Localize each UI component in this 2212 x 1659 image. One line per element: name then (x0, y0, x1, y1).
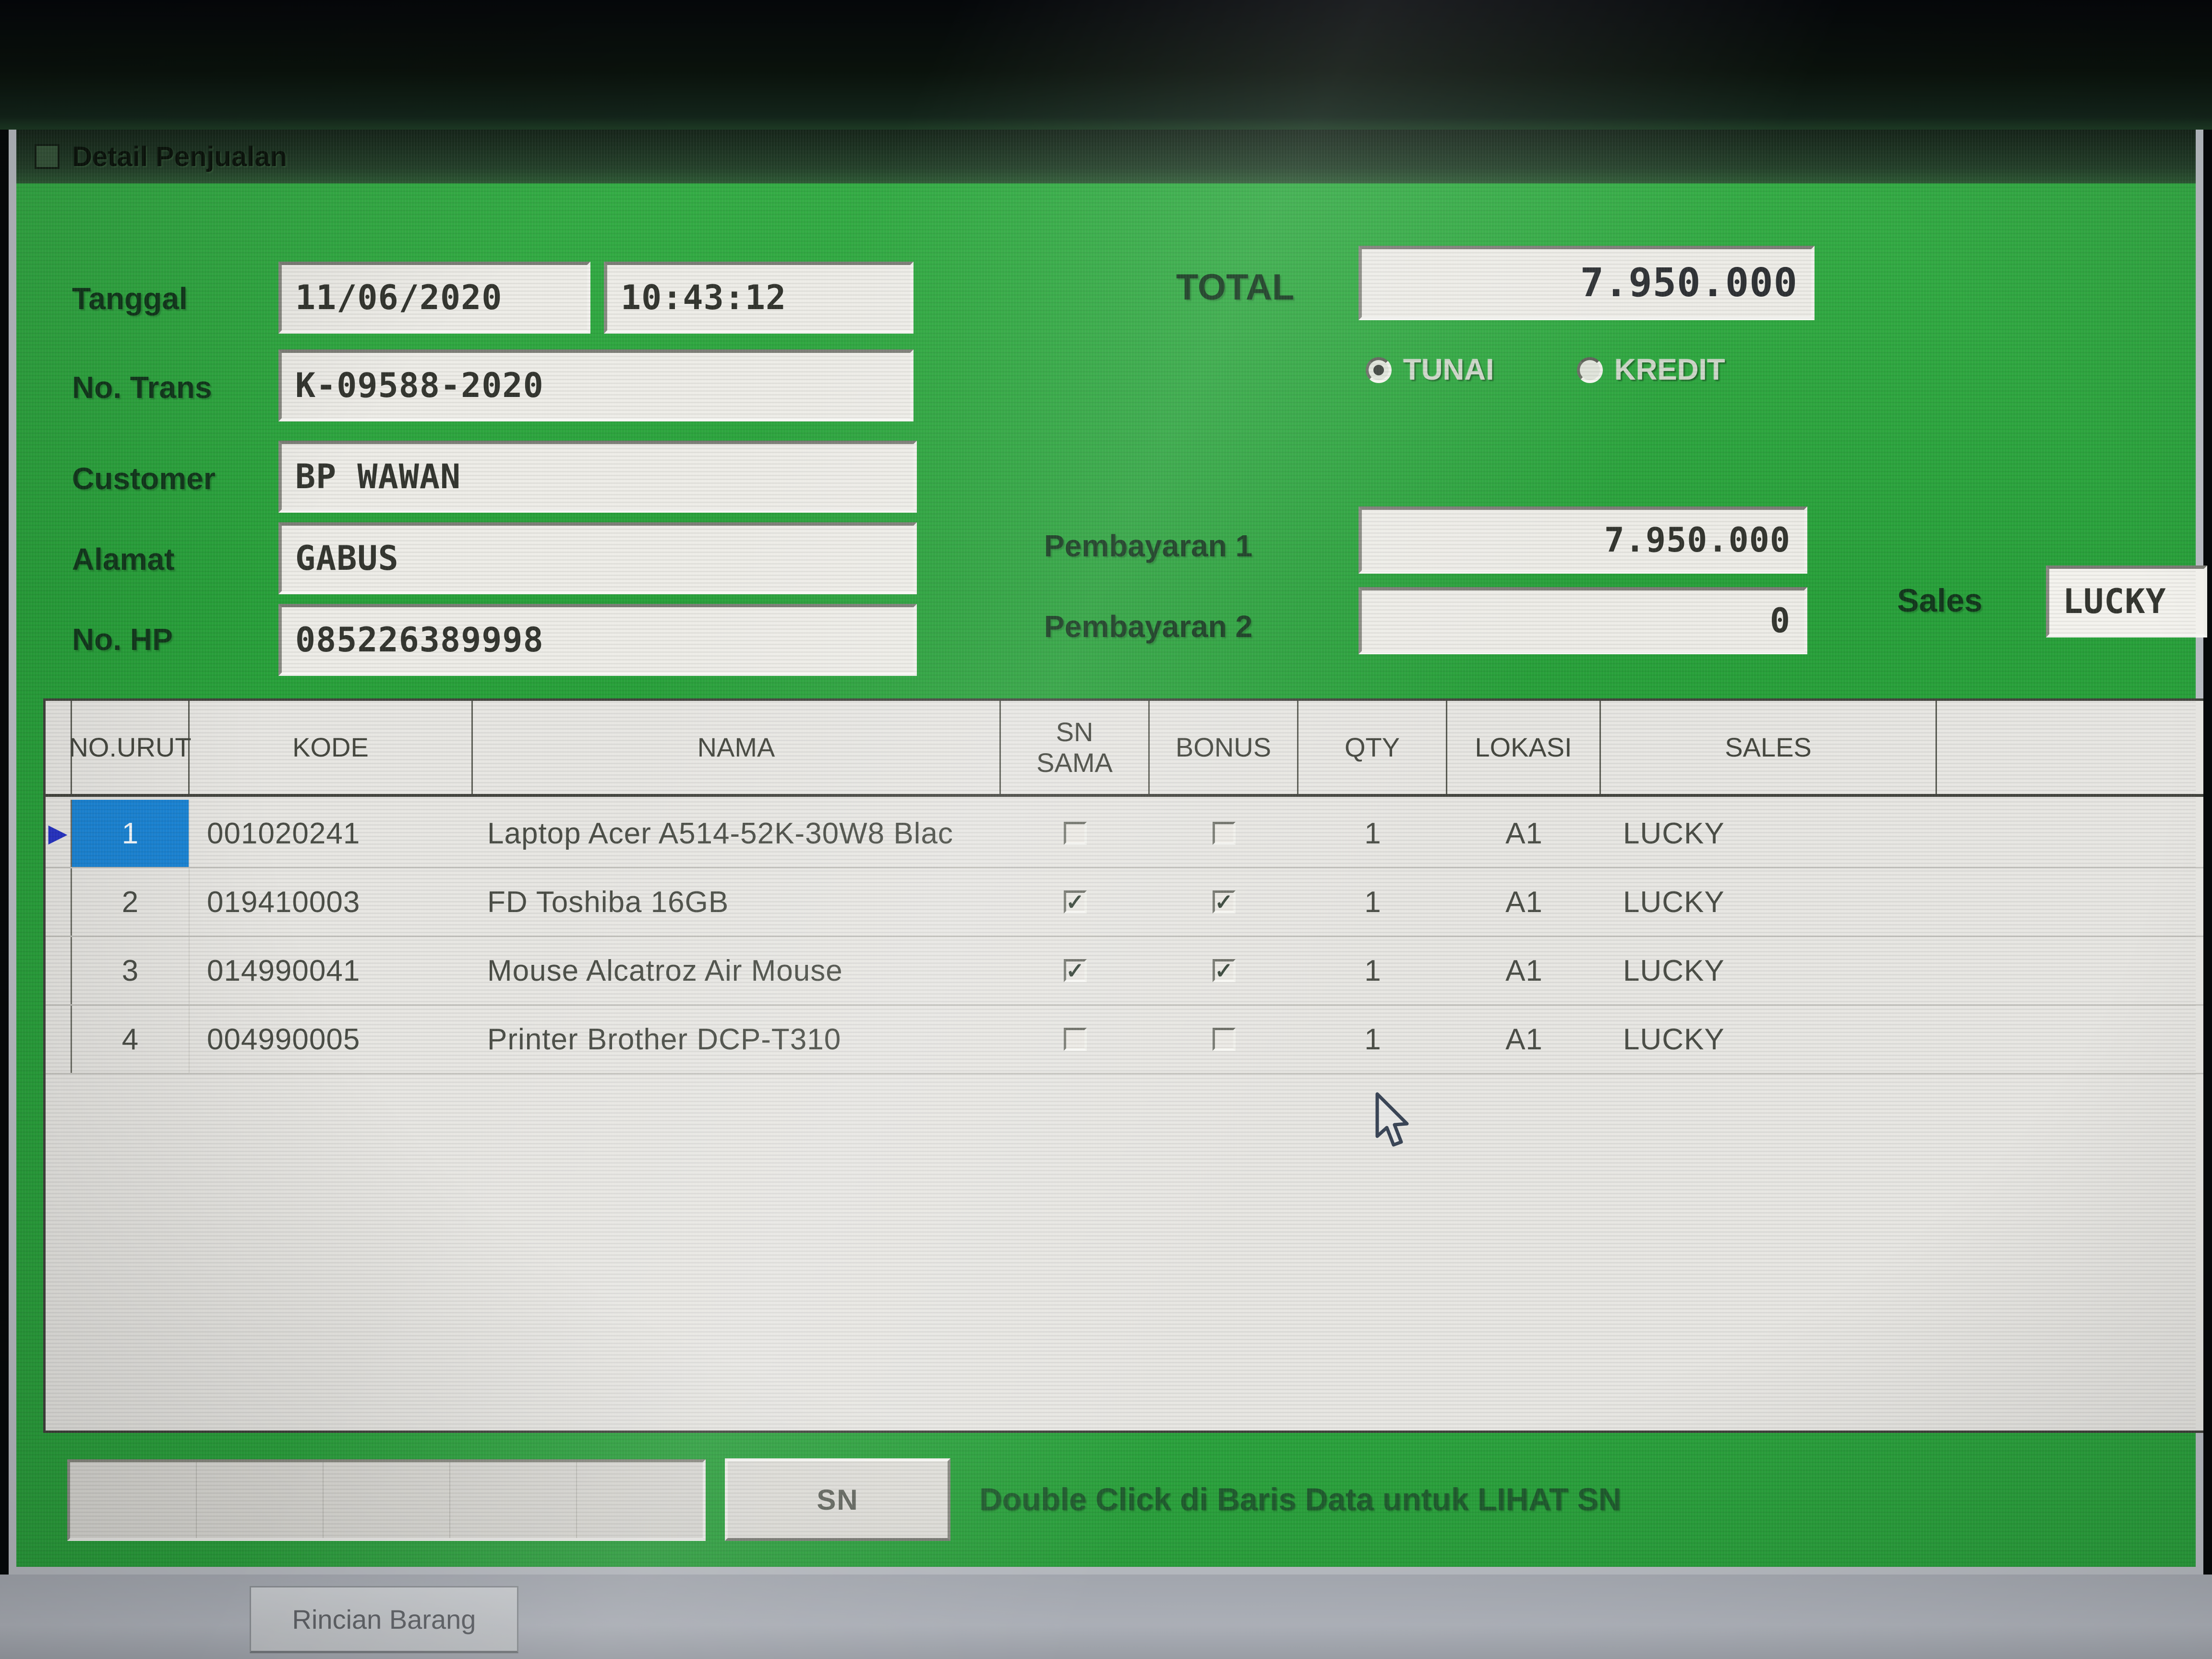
cell-nama: FD Toshiba 16GB (487, 885, 729, 919)
monitor-bezel (0, 0, 2212, 130)
cell-sales: LUCKY (1623, 1022, 1725, 1056)
cell-qty: 1 (1364, 1022, 1382, 1056)
cell-kode: 019410003 (207, 885, 361, 919)
sales-label: Sales (1897, 582, 1983, 619)
cell-lokasi: A1 (1505, 885, 1543, 919)
header-kode: KODE (190, 701, 473, 794)
footer-cell (577, 1462, 703, 1538)
header-lokasi: LOKASI (1447, 701, 1601, 794)
row-selector (46, 868, 72, 936)
cell-nama: Printer Brother DCP-T310 (487, 1022, 842, 1056)
row-selector (46, 937, 72, 1004)
cell-kode: 001020241 (207, 817, 361, 850)
footer-cell (450, 1462, 577, 1538)
header-no-urut: NO.URUT (69, 701, 192, 794)
radio-tunai[interactable]: TUNAI (1366, 353, 1494, 387)
header-bonus: BONUS (1150, 701, 1298, 794)
row-selector: ▶ (46, 800, 72, 867)
cell-no-urut: 4 (72, 1006, 190, 1073)
table-row[interactable]: 3 014990041 Mouse Alcatroz Air Mouse ✓ ✓ 1 A1 L… (46, 937, 2203, 1006)
customer-field[interactable]: BP WAWAN (278, 441, 917, 513)
cell-qty: 1 (1364, 954, 1382, 987)
cell-no-urut: 1 (72, 800, 190, 867)
radio-tunai-label: TUNAI (1403, 353, 1494, 386)
header-nama: NAMA (473, 701, 1001, 794)
bonus-checkbox[interactable]: ✓ (1150, 868, 1298, 936)
cell-no-urut: 3 (72, 937, 190, 1004)
titlebar[interactable]: Detail Penjualan (16, 130, 2196, 183)
header-qty: QTY (1298, 701, 1447, 794)
window-icon (35, 144, 60, 169)
footer-panel (67, 1459, 706, 1541)
total-field: 7.950.000 (1358, 246, 1815, 320)
cell-lokasi: A1 (1505, 817, 1543, 850)
header-filler (1937, 701, 2203, 794)
footer-cell (70, 1462, 197, 1538)
cell-sales: LUCKY (1623, 954, 1725, 987)
total-label: TOTAL (1176, 267, 1295, 308)
radio-kredit-circle-icon (1577, 357, 1603, 383)
bonus-checkbox[interactable] (1150, 800, 1298, 867)
no-trans-field[interactable]: K-09588-2020 (278, 349, 914, 421)
pembayaran1-field[interactable]: 7.950.000 (1358, 506, 1807, 574)
pembayaran2-label: Pembayaran 2 (1044, 609, 1253, 644)
row-selector (46, 1006, 72, 1073)
sn-button[interactable]: SN (725, 1458, 950, 1541)
mouse-cursor-icon (1375, 1092, 1409, 1147)
tanggal-date-field[interactable]: 11/06/2020 (278, 262, 590, 334)
header-sn-sama: SN SAMA (1001, 701, 1150, 794)
tab-rincian-barang[interactable]: Rincian Barang (250, 1586, 518, 1653)
tanggal-label: Tanggal (72, 281, 188, 316)
cell-lokasi: A1 (1505, 954, 1543, 987)
cell-kode: 004990005 (207, 1022, 361, 1056)
cell-qty: 1 (1364, 885, 1382, 919)
table-row[interactable]: 4 004990005 Printer Brother DCP-T310 1 A1 LUC… (46, 1006, 2203, 1074)
cell-sales: LUCKY (1623, 817, 1725, 850)
double-click-hint: Double Click di Baris Data untuk LIHAT S… (979, 1481, 1622, 1517)
items-table: NO.URUT KODE NAMA SN SAMA BONUS QTY LOKA… (43, 698, 2203, 1433)
radio-kredit[interactable]: KREDIT (1577, 353, 1725, 387)
sales-field[interactable]: LUCKY (2046, 565, 2207, 637)
tanggal-time-field[interactable]: 10:43:12 (604, 262, 914, 334)
customer-label: Customer (72, 461, 216, 496)
bonus-checkbox[interactable] (1150, 1006, 1298, 1073)
cell-sales: LUCKY (1623, 885, 1725, 919)
table-row[interactable]: ▶ 1 001020241 Laptop Acer A514-52K-30W8 Bla… (46, 800, 2203, 868)
row-pointer-icon: ▶ (48, 819, 68, 847)
pembayaran1-label: Pembayaran 1 (1044, 529, 1253, 563)
radio-tunai-circle-icon (1366, 357, 1392, 383)
table-body: ▶ 1 001020241 Laptop Acer A514-52K-30W8 Bla… (46, 800, 2203, 1074)
sn-sama-checkbox[interactable]: ✓ (1001, 937, 1150, 1004)
sn-sama-checkbox[interactable] (1001, 800, 1150, 867)
pembayaran2-field[interactable]: 0 (1358, 587, 1807, 654)
header-sales: SALES (1601, 701, 1937, 794)
table-row[interactable]: 2 019410003 FD Toshiba 16GB ✓ ✓ 1 A1 LUCKY (46, 868, 2203, 937)
footer-cell (324, 1462, 450, 1538)
cell-no-urut: 2 (72, 868, 190, 936)
alamat-label: Alamat (72, 542, 175, 577)
bonus-checkbox[interactable]: ✓ (1150, 937, 1298, 1004)
no-trans-label: No. Trans (72, 370, 212, 405)
cell-nama: Mouse Alcatroz Air Mouse (487, 954, 843, 987)
no-hp-field[interactable]: 085226389998 (278, 604, 917, 676)
radio-kredit-label: KREDIT (1614, 353, 1725, 386)
sn-sama-checkbox[interactable] (1001, 1006, 1150, 1073)
window-title: Detail Penjualan (72, 141, 288, 172)
desktop-area: Rincian Barang (0, 1575, 2212, 1659)
no-hp-label: No. HP (72, 622, 173, 657)
cell-lokasi: A1 (1505, 1022, 1543, 1056)
table-header: NO.URUT KODE NAMA SN SAMA BONUS QTY LOKA… (46, 701, 2203, 797)
sn-sama-checkbox[interactable]: ✓ (1001, 868, 1150, 936)
cell-nama: Laptop Acer A514-52K-30W8 Blac (487, 817, 953, 850)
cell-kode: 014990041 (207, 954, 361, 987)
header-selector (46, 701, 72, 794)
cell-qty: 1 (1364, 817, 1382, 850)
footer-cell (197, 1462, 324, 1538)
alamat-field[interactable]: GABUS (278, 522, 917, 594)
